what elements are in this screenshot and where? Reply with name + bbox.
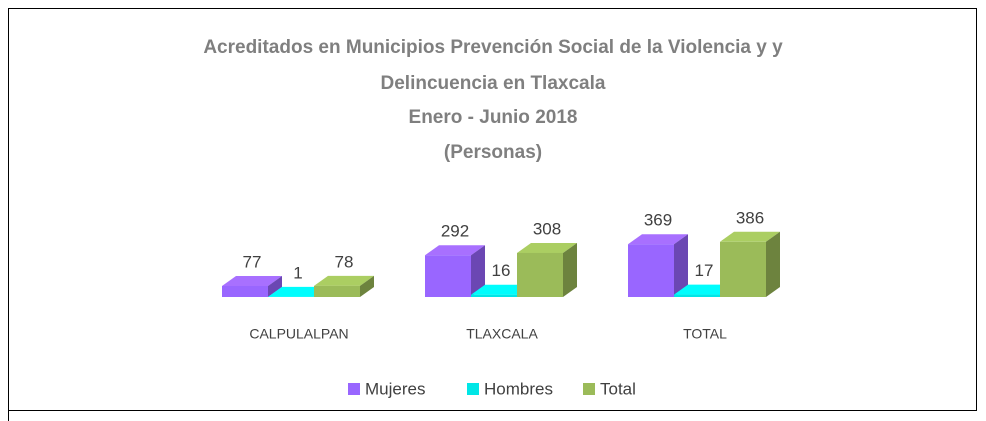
chart-title: Enero - Junio 2018 [409,107,578,128]
bar-top [314,275,374,286]
legend-swatch [348,383,360,395]
bar-side [563,242,577,297]
data-label: 1 [293,263,302,282]
x-tick-label: TLAXCALA [466,326,538,342]
data-label: 78 [335,252,354,271]
legend-label: Total [600,379,636,398]
chart-frame [8,8,977,411]
data-label: 77 [243,252,262,271]
bar-side [766,231,780,297]
data-label: 17 [695,261,714,280]
bar-side [268,275,282,297]
bar [222,285,268,297]
bar-top [628,234,688,245]
bar-top [517,242,577,253]
bar [674,294,720,297]
chart-title: Acreditados en Municipios Prevención Soc… [203,37,783,58]
legend-swatch [583,383,595,395]
legend-label: Mujeres [365,379,425,398]
legend-label: Hombres [484,379,553,398]
x-tick-label: TOTAL [683,326,727,342]
bar-top [674,284,734,295]
bar [314,285,360,297]
bar-side [471,245,485,297]
data-label: 292 [441,222,469,241]
data-label: 369 [644,211,672,230]
chart-title: Delincuencia en Tlaxcala [381,73,606,94]
bar-top [425,245,485,256]
bar-side [674,234,688,297]
bar [720,241,766,297]
data-label: 386 [736,208,764,227]
x-tick-label: CALPULALPAN [249,326,348,342]
bar-top [222,275,282,286]
bar [517,252,563,297]
bar [628,244,674,297]
bar-top [268,286,328,297]
bar-side [360,275,374,297]
data-label: 16 [492,261,511,280]
chart-title: (Personas) [444,142,542,163]
bar [471,294,517,297]
bar [425,255,471,297]
bar-top [720,231,780,242]
data-label: 308 [533,219,561,238]
legend-swatch [467,383,479,395]
bar-top [471,284,531,295]
